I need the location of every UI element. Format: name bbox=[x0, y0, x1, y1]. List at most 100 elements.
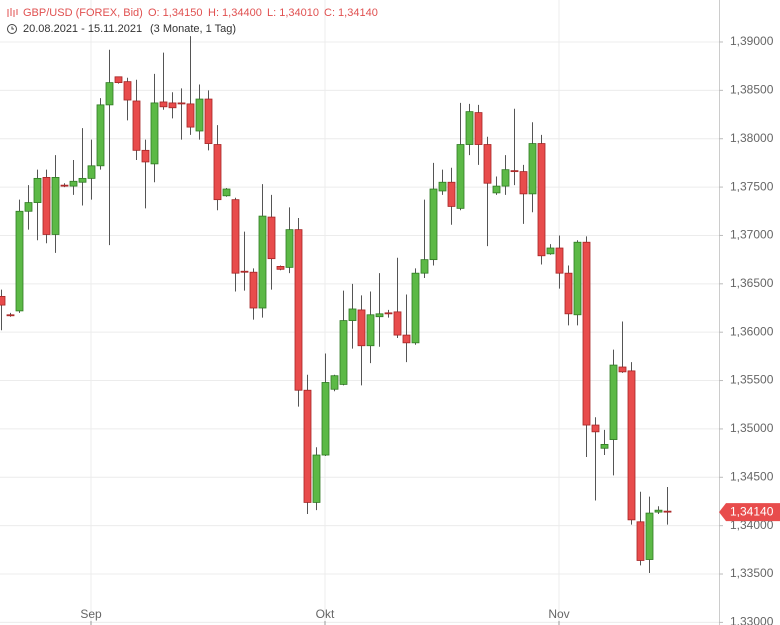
candle-body bbox=[609, 364, 618, 440]
candle-body bbox=[663, 510, 672, 513]
candle-body bbox=[33, 177, 42, 203]
candle-body bbox=[564, 272, 573, 315]
candle-body bbox=[177, 102, 186, 105]
candle-body bbox=[285, 229, 294, 268]
y-tick-label: 1,36500 bbox=[730, 276, 774, 290]
candle-body bbox=[501, 169, 510, 187]
candle-body bbox=[474, 112, 483, 145]
candle-body bbox=[348, 308, 357, 321]
overlay: 1,33000 1,33500 1,34000 1,34500 1,35000 1,355… bbox=[80, 34, 780, 625]
date-range: 20.08.2021 - 15.11.2021 bbox=[23, 23, 142, 35]
candle-body bbox=[402, 334, 411, 344]
candle-body bbox=[159, 101, 168, 108]
candle-body bbox=[87, 165, 96, 179]
candle-body bbox=[114, 76, 123, 84]
candle-body bbox=[375, 313, 384, 318]
candle-body bbox=[582, 241, 591, 426]
candle-body bbox=[213, 144, 222, 201]
candle-body bbox=[645, 512, 654, 560]
candle-body bbox=[654, 509, 663, 513]
instrument: GBP/USD (FOREX, Bid) bbox=[23, 7, 143, 19]
candle-body bbox=[60, 184, 69, 187]
candle-body bbox=[510, 170, 519, 173]
candle-body bbox=[123, 81, 132, 101]
candle-body bbox=[330, 375, 339, 390]
grid bbox=[0, 0, 719, 625]
candle-body bbox=[222, 188, 231, 197]
y-tick-label: 1,33000 bbox=[730, 615, 774, 625]
candle-body bbox=[24, 202, 33, 212]
y-tick-label: 1,37500 bbox=[730, 179, 774, 193]
y-tick-label: 1,38500 bbox=[730, 83, 774, 97]
candle-body bbox=[267, 216, 276, 260]
candle-body bbox=[393, 311, 402, 336]
candle-body bbox=[231, 199, 240, 274]
candle-body bbox=[636, 521, 645, 561]
candle-body bbox=[42, 177, 51, 235]
candle-body bbox=[240, 270, 249, 273]
candle-body bbox=[294, 229, 303, 391]
period: (3 Monate, 1 Tag) bbox=[150, 23, 236, 35]
candle-body bbox=[420, 259, 429, 274]
candle-body bbox=[69, 180, 78, 187]
candle-body bbox=[618, 366, 627, 373]
candle-body bbox=[78, 177, 87, 183]
candle-body bbox=[249, 271, 258, 309]
candle-body bbox=[141, 149, 150, 163]
candle-body bbox=[0, 295, 6, 306]
candle-body bbox=[447, 181, 456, 207]
candle-body bbox=[339, 320, 348, 385]
candle-body bbox=[204, 98, 213, 144]
candle-body bbox=[492, 185, 501, 194]
open: O: 1,34150 bbox=[148, 7, 202, 19]
candle-body bbox=[303, 389, 312, 503]
candle-body bbox=[438, 181, 447, 192]
y-tick-label: 1,35500 bbox=[730, 373, 774, 387]
candle-body bbox=[51, 177, 60, 235]
y-tick-label: 1,34000 bbox=[730, 518, 774, 532]
high: H: 1,34400 bbox=[208, 7, 262, 19]
y-tick-label: 1,35000 bbox=[730, 421, 774, 435]
y-tick-label: 1,33500 bbox=[730, 566, 774, 580]
candle-body bbox=[312, 454, 321, 503]
candle-body bbox=[366, 314, 375, 347]
candle-body bbox=[357, 309, 366, 347]
candle-body bbox=[519, 171, 528, 195]
candle-body bbox=[168, 102, 177, 109]
candle-body bbox=[258, 215, 267, 309]
clock-icon bbox=[7, 24, 17, 34]
candle-body bbox=[186, 103, 195, 128]
candle-body bbox=[465, 111, 474, 145]
candle-body bbox=[456, 144, 465, 209]
candle-body bbox=[6, 314, 15, 317]
candle-body bbox=[573, 241, 582, 316]
candle-body bbox=[195, 98, 204, 132]
x-tick-label: Nov bbox=[548, 607, 569, 621]
candle-body bbox=[384, 312, 393, 315]
y-tick-label: 1,37000 bbox=[730, 228, 774, 242]
x-tick-label: Okt bbox=[316, 607, 335, 621]
candle-body bbox=[321, 382, 330, 456]
candle-body bbox=[105, 82, 114, 106]
candle-body bbox=[132, 100, 141, 151]
candle-body bbox=[276, 266, 285, 270]
candle-body bbox=[96, 104, 105, 167]
candle-body bbox=[150, 102, 159, 165]
candle-body bbox=[429, 188, 438, 261]
y-tick-label: 1,39000 bbox=[730, 34, 774, 48]
candle-body bbox=[546, 247, 555, 255]
last-price-tag bbox=[719, 503, 780, 522]
candle-body bbox=[483, 144, 492, 184]
candle-body bbox=[528, 143, 537, 195]
candle-body bbox=[15, 210, 24, 312]
x-tick-label: Sep bbox=[80, 607, 102, 621]
candle-body bbox=[591, 424, 600, 433]
candle-body bbox=[411, 272, 420, 344]
candle-body bbox=[537, 143, 546, 257]
bars-icon bbox=[7, 8, 18, 17]
candle-body bbox=[555, 247, 564, 274]
legend-header: GBP/USD (FOREX, Bid) O: 1,34150 H: 1,344… bbox=[7, 7, 378, 35]
y-tick-label: 1,38000 bbox=[730, 131, 774, 145]
